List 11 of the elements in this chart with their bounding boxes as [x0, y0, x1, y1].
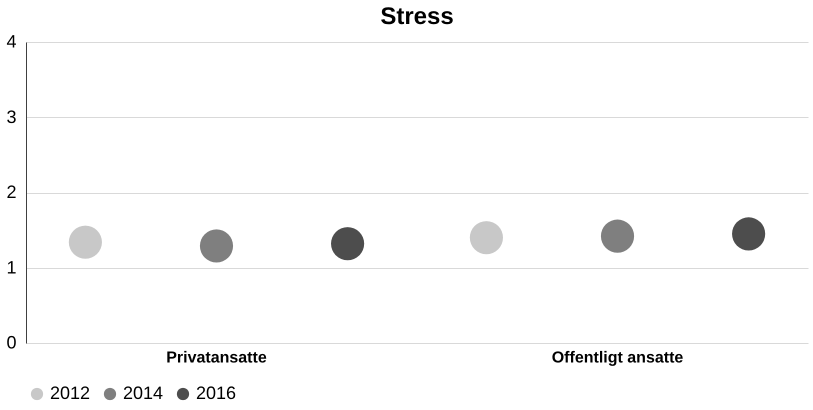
legend-label: 2016	[196, 383, 236, 403]
x-tick-label: Privatansatte	[166, 350, 267, 366]
y-tick-label: 4	[6, 32, 16, 52]
legend-label: 2012	[50, 383, 90, 403]
legend-label: 2014	[123, 383, 164, 403]
y-tick-label: 0	[6, 332, 16, 352]
x-tick-label: Offentligt ansatte	[552, 350, 684, 366]
chart-title: Stress	[380, 3, 454, 30]
y-tick-label: 1	[6, 257, 16, 278]
y-tick-label: 3	[6, 106, 16, 127]
y-tick-label: 2	[6, 182, 16, 202]
